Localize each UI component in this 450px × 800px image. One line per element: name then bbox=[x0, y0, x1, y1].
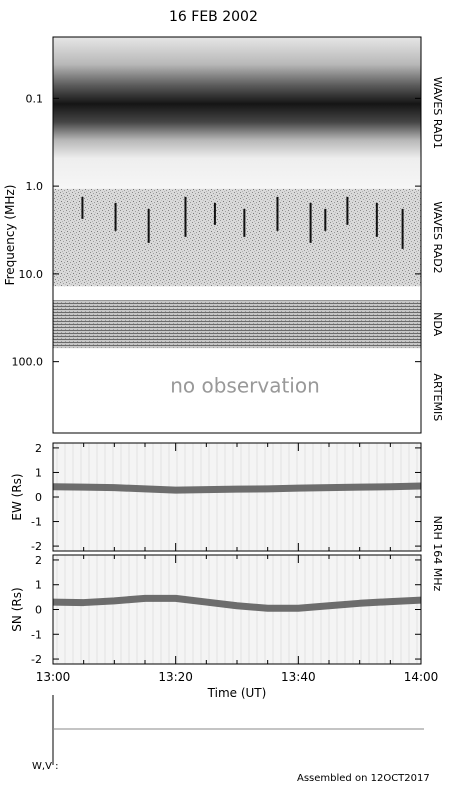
nrh-source-trace-ew bbox=[52, 482, 422, 494]
y-tick-label: -1 bbox=[31, 516, 42, 529]
x-tick-label: 14:00 bbox=[404, 670, 439, 684]
sn-panel: -2 -1 0 1 2 SN (Rs) 13:00 13:20 13:40 14:00 Time (… bbox=[10, 516, 444, 700]
y-tick-label: -1 bbox=[31, 628, 42, 641]
wv-panel bbox=[52, 695, 424, 765]
nrh-background-ew bbox=[53, 443, 421, 551]
y-tick-label: 0 bbox=[35, 491, 42, 504]
nrh-ylabel-ew: EW (Rs) bbox=[10, 473, 24, 520]
y-tick-label: -2 bbox=[31, 540, 42, 553]
y-tick-label: 10.0 bbox=[19, 268, 44, 281]
nrh-ylabel-sn: SN (Rs) bbox=[10, 587, 24, 631]
y-tick-label: 0.1 bbox=[26, 92, 44, 105]
plot-title: 16 FEB 2002 bbox=[169, 9, 258, 25]
y-tick-label: -2 bbox=[31, 653, 42, 666]
y-tick-label: 1 bbox=[35, 466, 42, 479]
x-tick-label: 13:00 bbox=[36, 670, 71, 684]
instrument-label-waves-rad1: WAVES RAD1 bbox=[431, 77, 444, 149]
instrument-label-nda: NDA bbox=[431, 312, 444, 337]
nrh-source-trace-sn bbox=[52, 594, 422, 612]
spectrogram-frame bbox=[52, 36, 422, 434]
footer-assembled: Assembled on 12OCT2017 bbox=[297, 773, 430, 784]
y-tick-label: 2 bbox=[35, 554, 42, 567]
y-tick-label: 1 bbox=[35, 579, 42, 592]
wv-label: W,V : bbox=[32, 761, 59, 772]
y-tick-label: 0 bbox=[35, 604, 42, 617]
x-tick-label: 13:20 bbox=[158, 670, 193, 684]
y-tick-label: 1.0 bbox=[26, 180, 44, 193]
spectrum-band-waves-rad1 bbox=[53, 37, 421, 189]
spectrum-band-waves-rad2 bbox=[53, 188, 421, 287]
y-tick-label: 2 bbox=[35, 442, 42, 455]
spectrum-band-artemis bbox=[53, 361, 421, 433]
x-axis-label: Time (UT) bbox=[207, 686, 267, 700]
ew-panel: -2 -1 0 1 2 EW (Rs) bbox=[10, 442, 422, 553]
instrument-label-waves-rad2: WAVES RAD2 bbox=[431, 201, 444, 273]
spectrogram-panel: WAVES RAD1 WAVES RAD2 NDA ARTEMIS no observa… bbox=[3, 36, 444, 434]
nrh-frequency-label: NRH 164 MHz bbox=[431, 516, 444, 592]
spectrum-band-nda bbox=[53, 300, 421, 349]
no-observation-label: no observation bbox=[170, 373, 320, 397]
spectrogram-ylabel: Frequency (MHz) bbox=[3, 185, 17, 286]
x-tick-label: 13:40 bbox=[281, 670, 316, 684]
instrument-label-artemis: ARTEMIS bbox=[431, 373, 444, 421]
nrh-background-sn bbox=[53, 555, 421, 664]
y-tick-label: 100.0 bbox=[12, 356, 44, 369]
